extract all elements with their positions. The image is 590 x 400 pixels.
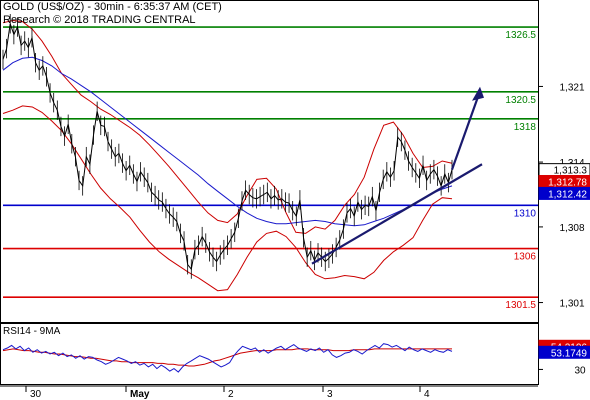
rsi-tick-label-0: 30: [574, 365, 586, 376]
trendline-and-arrow: [311, 86, 484, 265]
x-tick-label-1: May: [130, 389, 150, 400]
bollinger-bands: [2, 19, 453, 292]
level-label-0: 1326.5: [505, 30, 536, 41]
rsi-tag-label-1: 53.1749: [551, 348, 588, 359]
level-label-3: 1310: [514, 208, 537, 219]
forecast-arrow-shaft: [450, 96, 480, 171]
moving-average: [2, 56, 453, 227]
level-label-4: 1306: [514, 252, 537, 263]
price-tag-box-2: [538, 186, 590, 200]
price-tag-label-2: 1,312.42: [548, 189, 587, 200]
x-tick-label-4: 4: [424, 389, 430, 400]
price-tag-label-0: 1,313.3: [554, 166, 588, 177]
price-series: [2, 14, 453, 279]
price-tick-label-1: 1,308: [559, 223, 584, 234]
level-label-1: 1320.5: [505, 95, 536, 106]
price-tick-label-0: 1,301: [559, 299, 584, 310]
rsi-panel-frame: [0, 323, 539, 385]
instrument-title: GOLD (US$/OZ) - 30min - 6:35:37 AM (CET): [3, 1, 222, 13]
source-line: Research © 2018 TRADING CENTRAL: [3, 14, 196, 26]
upper-band-line: [2, 19, 453, 234]
rsi-y-axis: 3054.210653.1749: [538, 339, 590, 376]
level-label-5: 1301.5: [505, 300, 536, 311]
value-tags: 1,313.31,312.781,312.42: [538, 163, 590, 200]
rsi-tag-box-1: [538, 345, 590, 359]
forecast-arrow-head: [472, 86, 484, 101]
price-tick-label-3: 1,321: [559, 82, 584, 93]
support-trendline: [311, 163, 483, 265]
x-tick-label-0: 30: [30, 389, 42, 400]
rsi-panel-title: RSI14 - 9MA: [3, 326, 61, 337]
price-tag-label-1: 1,312.78: [548, 178, 587, 189]
x-axis: 30 May 2 3 4: [25, 386, 430, 400]
rsi-line: [2, 343, 453, 373]
x-tick-label-2: 2: [228, 389, 234, 400]
x-tick-label-3: 3: [327, 389, 333, 400]
price-panel-frame: [0, 0, 539, 323]
rsi-series: [2, 343, 453, 373]
level-label-2: 1318: [514, 122, 537, 133]
ma-line: [2, 56, 453, 227]
horizontal-levels: 1326.5 1320.5 1318 1310 1306 1301.5: [3, 26, 538, 311]
lower-band-line: [2, 105, 453, 292]
